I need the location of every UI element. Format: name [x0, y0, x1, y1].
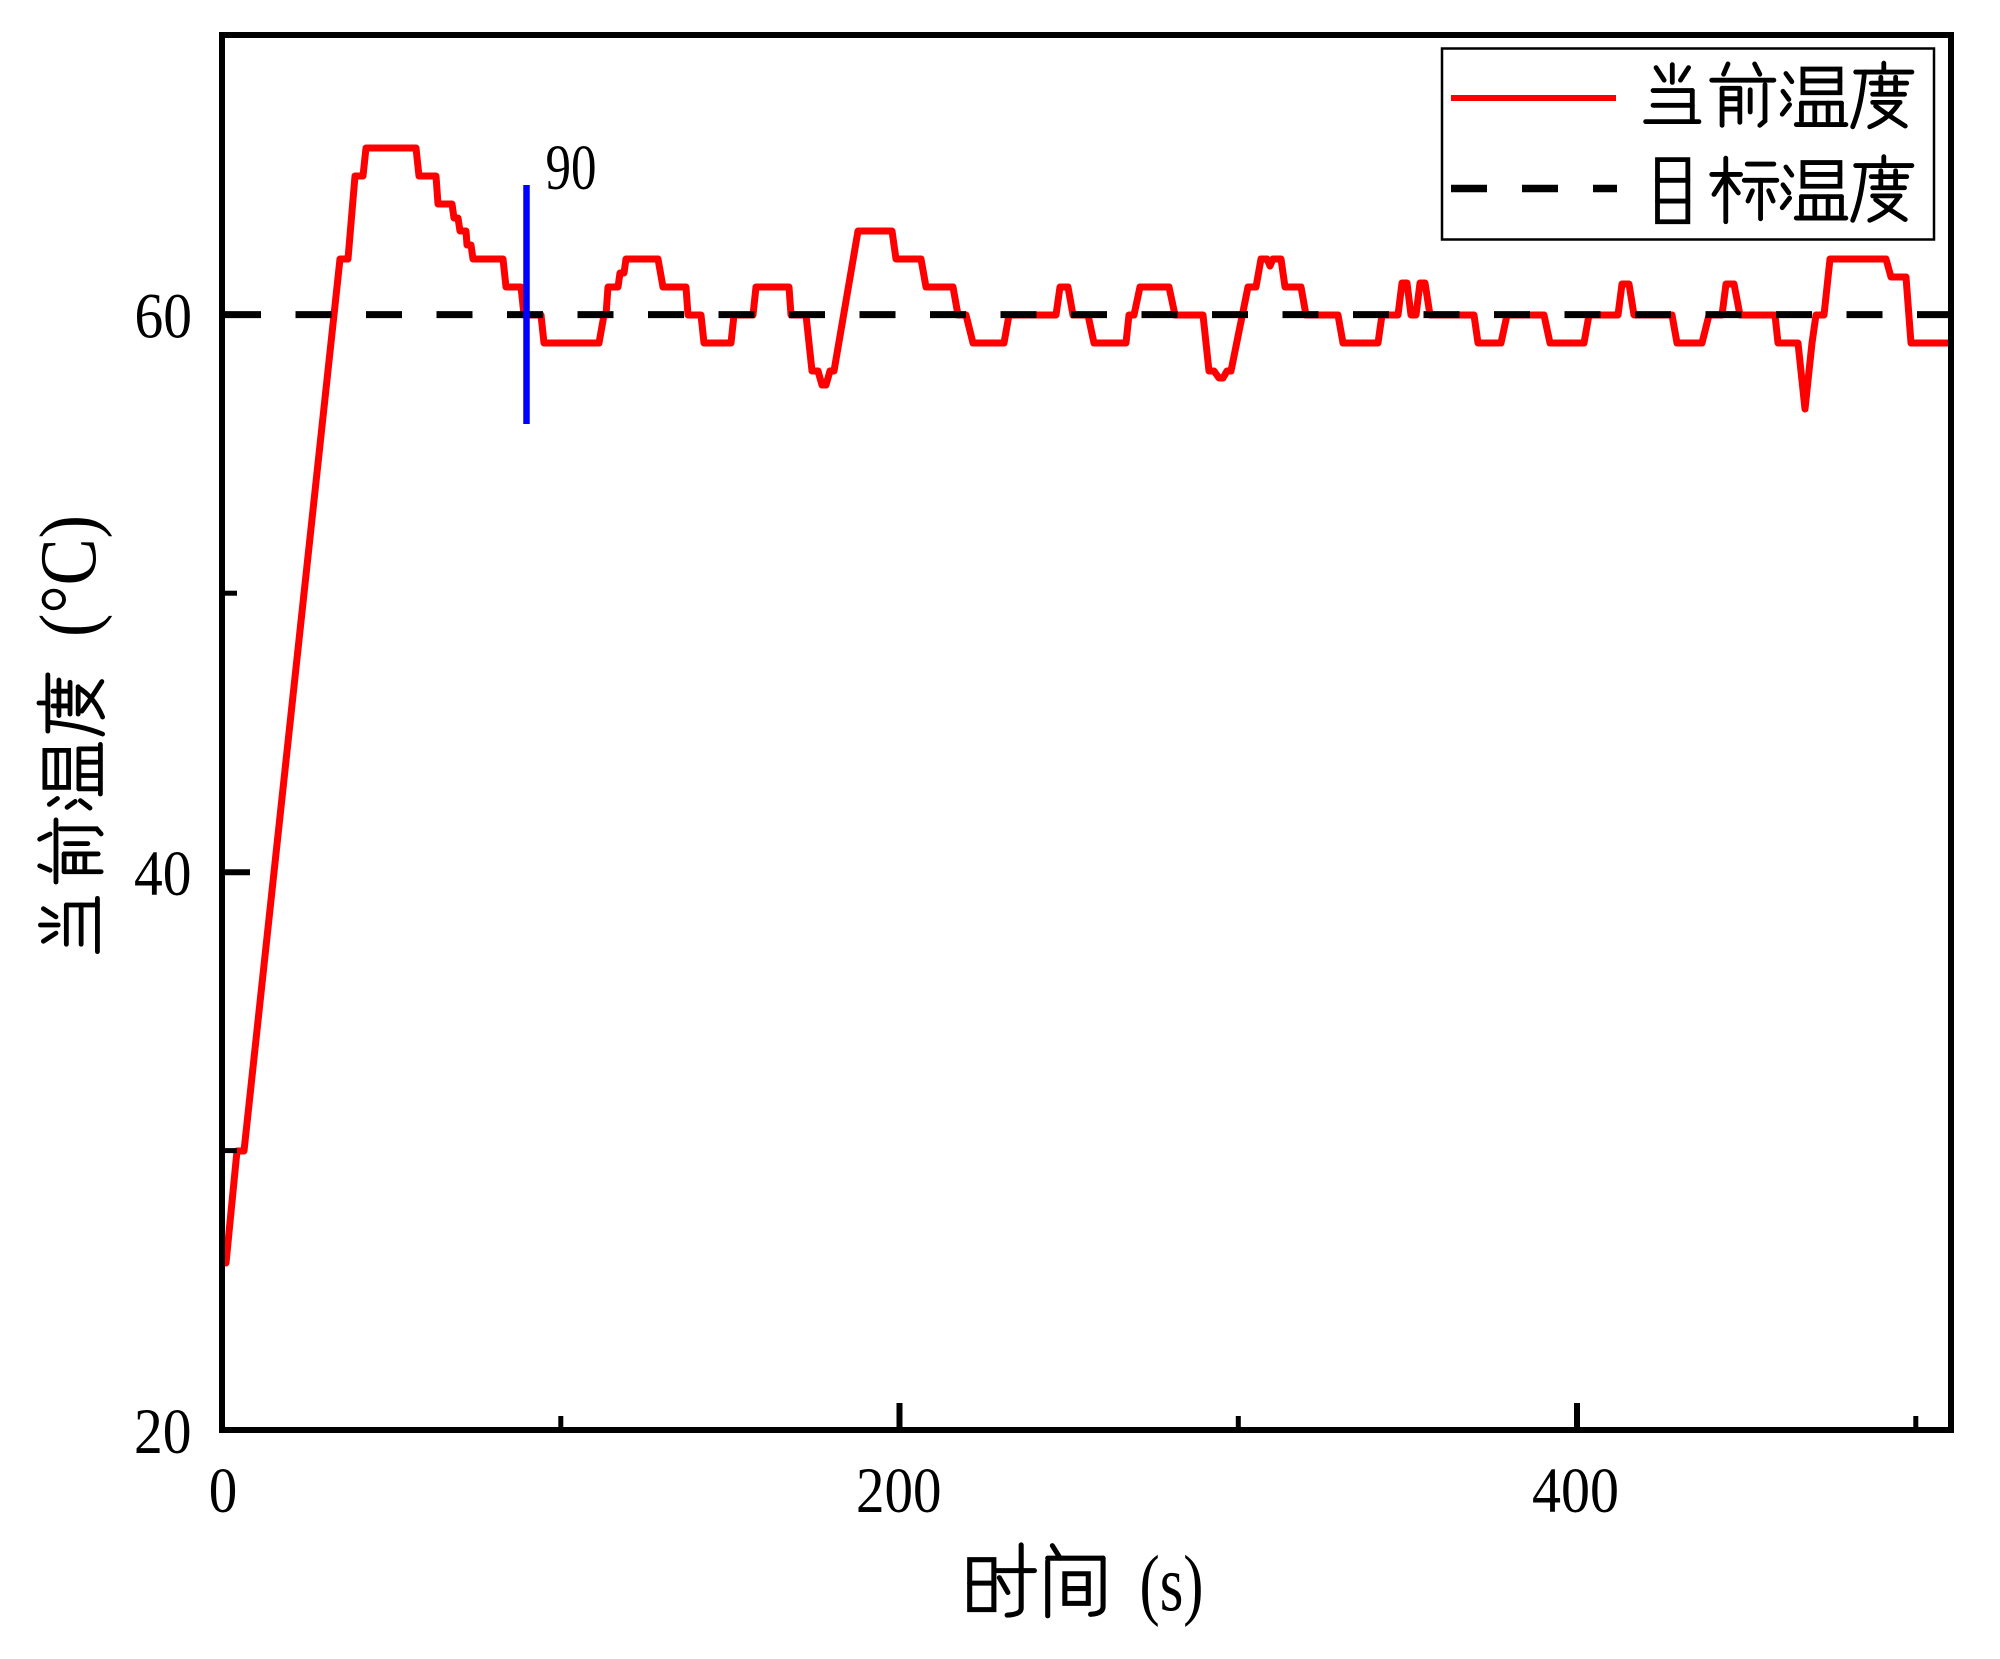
svg-text:20: 20 [134, 1396, 192, 1468]
svg-text:200: 200 [856, 1455, 942, 1527]
svg-text:400: 400 [1532, 1455, 1619, 1527]
svg-text:40: 40 [134, 838, 192, 910]
svg-text:90: 90 [546, 132, 597, 204]
svg-text:(s): (s) [1140, 1541, 1204, 1628]
svg-text:60: 60 [135, 281, 193, 353]
svg-text:0: 0 [209, 1455, 238, 1527]
svg-text:(°C): (°C) [23, 515, 113, 637]
